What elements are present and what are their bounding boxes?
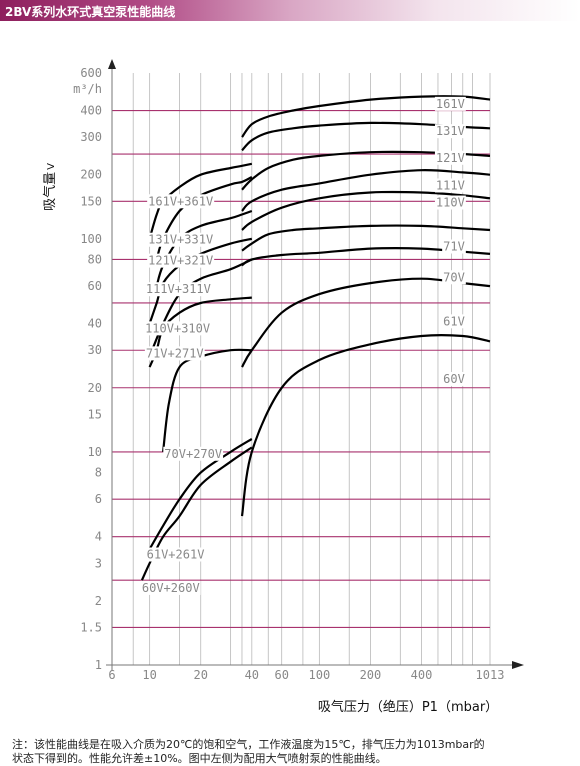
curve-60v bbox=[240, 334, 491, 517]
y-tick-label: 40 bbox=[88, 317, 102, 331]
axes bbox=[106, 59, 524, 671]
y-tick-label: 30 bbox=[88, 343, 102, 357]
y-tick-label: 10 bbox=[88, 445, 102, 459]
x-tick-label: 200 bbox=[360, 668, 382, 682]
series-label-background bbox=[163, 446, 224, 461]
series-label: 60V bbox=[443, 372, 465, 386]
curve-161v-plus-361v bbox=[148, 162, 253, 240]
curve-60v-plus-260v bbox=[140, 446, 253, 581]
series-label: 110V bbox=[436, 196, 465, 210]
tick-labels: 1 1.5 2 3 4 6 8 10 15 20 30 40 60 80 100 150 200 300 400 60… bbox=[80, 66, 504, 682]
y-tick-label: 1 bbox=[95, 658, 102, 672]
series-label-background bbox=[140, 580, 201, 595]
y-tick-label: 150 bbox=[80, 194, 102, 208]
x-tick-label: 20 bbox=[194, 668, 208, 682]
footnote-line-2: 状态下得到的。性能允许差±10%。图中左侧为配用大气喷射泵的性能曲线。 bbox=[12, 752, 387, 765]
series-label-background bbox=[144, 346, 205, 361]
y-tick-label: 2 bbox=[95, 594, 102, 608]
series-label: 110V+310V bbox=[145, 321, 210, 335]
y-tick-label: 600 bbox=[80, 66, 102, 80]
y-axis-unit: m³/h bbox=[73, 82, 102, 96]
x-tick-label: 60 bbox=[274, 668, 288, 682]
performance-chart: 161V 131V 121V 111V 110V 71V 70V 61V 60V 161V+361… bbox=[42, 59, 524, 715]
curve-61v-plus-261v bbox=[148, 438, 253, 550]
footnote-line-1: 注：该性能曲线是在吸入介质为20℃的饱和空气，工作液温度为15℃，排气压力为10… bbox=[12, 738, 485, 751]
series-label: 70V+270V bbox=[164, 447, 222, 461]
series-label-background bbox=[442, 239, 466, 254]
series-label-background bbox=[434, 178, 466, 193]
y-tick-label: 1.5 bbox=[80, 620, 102, 634]
series-label: 121V bbox=[436, 151, 465, 165]
y-tick-label: 4 bbox=[95, 530, 102, 544]
series-label-background bbox=[434, 96, 466, 111]
footnote: 注：该性能曲线是在吸入介质为20℃的饱和空气，工作液温度为15℃，排气压力为10… bbox=[12, 738, 572, 766]
series-label: 111V bbox=[436, 178, 465, 192]
y-tick-label: 60 bbox=[88, 279, 102, 293]
y-tick-label: 6 bbox=[95, 492, 102, 506]
curve-161v bbox=[241, 95, 491, 138]
y-tick-label: 100 bbox=[80, 232, 102, 246]
series-label: 111V+311V bbox=[146, 282, 211, 296]
curve-131v-plus-331v bbox=[155, 176, 253, 260]
series-label: 121V+321V bbox=[148, 254, 213, 268]
curve-71v bbox=[241, 224, 491, 252]
y-tick-label: 300 bbox=[80, 130, 102, 144]
series-label-background bbox=[442, 314, 466, 329]
series-label: 60V+260V bbox=[142, 581, 200, 595]
curve-70v-plus-270v bbox=[162, 348, 252, 453]
curve-110v bbox=[241, 190, 491, 231]
series-label-background bbox=[147, 194, 215, 209]
series-label: 71V+271V bbox=[146, 346, 204, 360]
series-label: 161V bbox=[436, 97, 465, 111]
x-tick-label: 40 bbox=[245, 668, 259, 682]
series-label-background bbox=[434, 124, 466, 139]
vertical-grid bbox=[111, 73, 491, 665]
y-tick-label: 20 bbox=[88, 381, 102, 395]
series-label: 71V bbox=[443, 240, 465, 254]
y-tick-label: 200 bbox=[80, 168, 102, 182]
series-label-background bbox=[145, 547, 206, 562]
y-tick-label: 15 bbox=[88, 407, 102, 421]
series-label: 161V+361V bbox=[148, 194, 213, 208]
y-axis-label: 吸气量V bbox=[42, 163, 58, 211]
x-tick-label: 6 bbox=[108, 668, 115, 682]
x-tick-label: 100 bbox=[309, 668, 331, 682]
x-tick-label: 10 bbox=[142, 668, 156, 682]
x-axis-arrow bbox=[512, 661, 524, 669]
series-label-background bbox=[442, 270, 466, 285]
series-label-background bbox=[147, 253, 215, 268]
y-tick-label: 8 bbox=[95, 466, 102, 480]
series-label-background bbox=[434, 195, 466, 210]
curve-111v bbox=[241, 169, 491, 212]
series-label: 131V+331V bbox=[148, 233, 213, 247]
series-label-background bbox=[144, 282, 212, 297]
x-tick-label: 400 bbox=[411, 668, 433, 682]
x-axis-label: 吸气压力（绝压）P1（mbar） bbox=[318, 699, 498, 715]
y-axis-arrow bbox=[108, 59, 116, 69]
series-label: 70V bbox=[443, 270, 465, 284]
series-label-background bbox=[442, 371, 466, 386]
series-label-background bbox=[144, 321, 212, 336]
series-label-background bbox=[147, 232, 215, 247]
title-banner: 2BV系列水环式真空泵性能曲线 bbox=[0, 0, 580, 21]
series-label-background bbox=[434, 150, 466, 165]
y-tick-label: 400 bbox=[80, 104, 102, 118]
page-title: 2BV系列水环式真空泵性能曲线 bbox=[5, 5, 176, 19]
x-tick-label: 1013 bbox=[476, 668, 505, 682]
series-label: 131V bbox=[436, 124, 465, 138]
series-labels: 161V 131V 121V 111V 110V 71V 70V 61V 60V 161V+361… bbox=[140, 96, 466, 595]
series-label: 61V bbox=[443, 314, 465, 328]
y-tick-label: 80 bbox=[88, 252, 102, 266]
y-tick-label: 3 bbox=[95, 556, 102, 570]
series-label: 61V+261V bbox=[147, 548, 205, 562]
